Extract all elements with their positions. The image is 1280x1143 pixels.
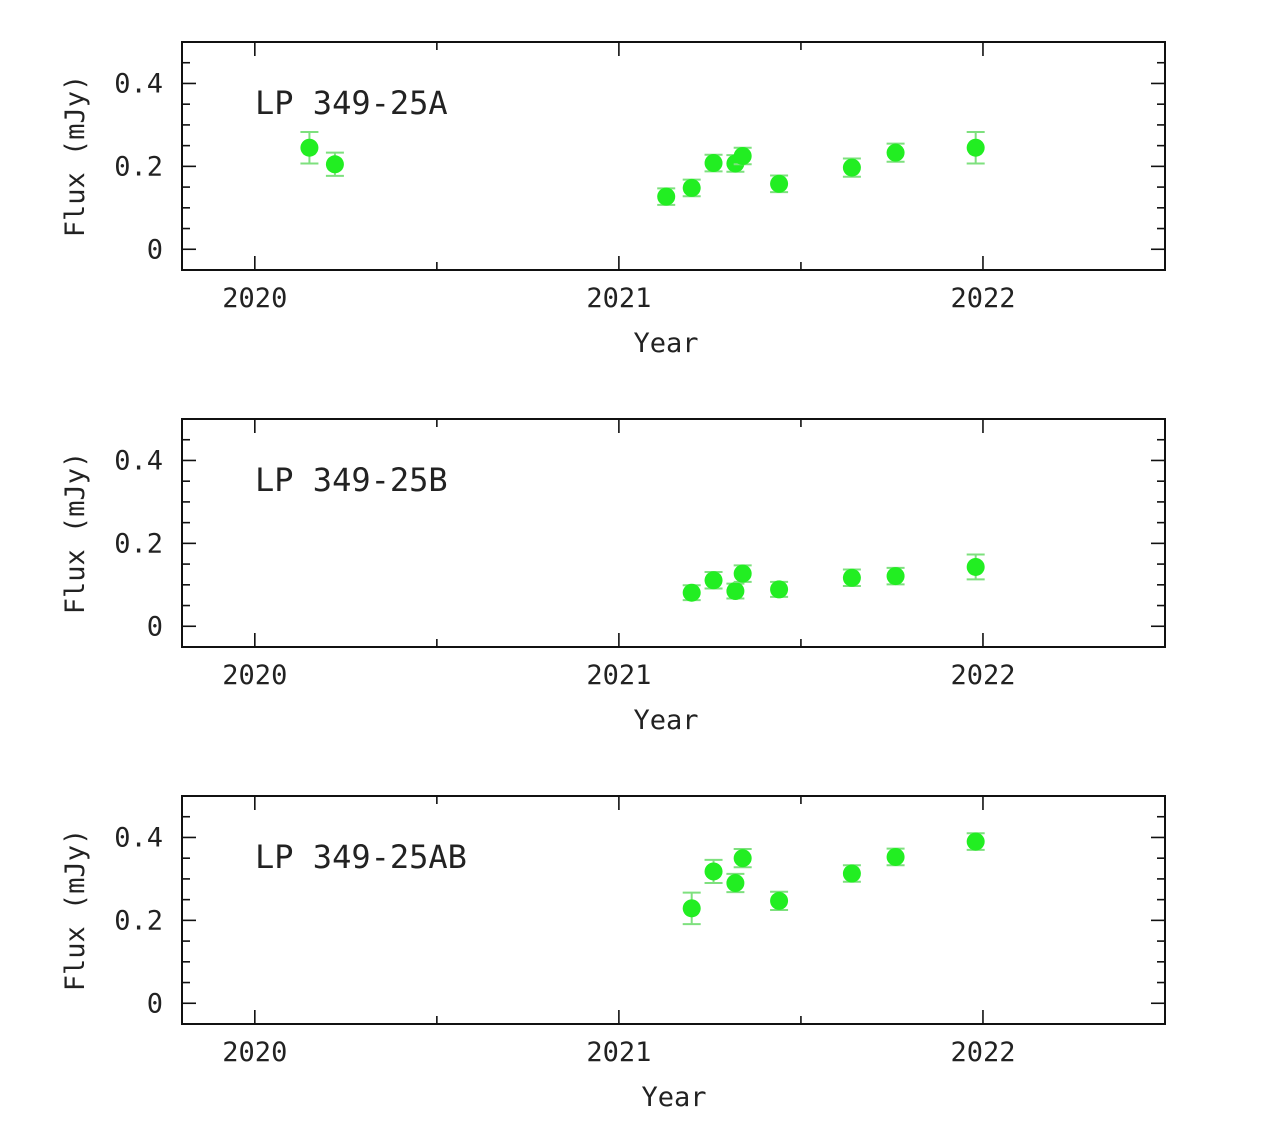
data-point	[770, 891, 789, 910]
panel-title: LP 349-25AB	[255, 838, 467, 876]
data-point-group	[733, 564, 752, 583]
x-tick-label: 2020	[222, 283, 287, 314]
data-point-group	[325, 151, 344, 177]
data-point	[300, 138, 319, 157]
y-axis-label: Flux (mJy)	[60, 75, 91, 238]
data-point	[842, 158, 861, 177]
y-tick-label: 0.4	[114, 68, 163, 99]
y-tick-label: 0.2	[114, 151, 163, 182]
data-point-group	[842, 864, 861, 883]
plot-frame	[181, 795, 1166, 1025]
y-axis-label: Flux (mJy)	[60, 829, 91, 992]
data-point-group	[682, 178, 701, 198]
data-point-group	[886, 566, 905, 586]
x-tick-label: 2021	[586, 283, 651, 314]
y-tick-label: 0.4	[114, 822, 163, 853]
x-tick-label: 2022	[950, 1037, 1015, 1068]
x-tick-label: 2021	[586, 660, 651, 691]
data-point	[682, 583, 701, 602]
data-point-group	[704, 153, 723, 173]
data-point-group	[726, 872, 745, 894]
panel-title: LP 349-25A	[255, 84, 448, 122]
x-tick-label: 2020	[222, 660, 287, 691]
data-point-group	[966, 553, 985, 581]
x-axis-label: Year	[633, 328, 698, 359]
plot-frame	[181, 41, 1166, 271]
data-point-group	[770, 890, 789, 911]
y-axis-label: Flux (mJy)	[60, 452, 91, 615]
data-point-group	[657, 187, 676, 206]
data-point	[704, 862, 723, 881]
data-point	[966, 557, 985, 576]
data-point	[966, 138, 985, 157]
data-point-group	[842, 157, 861, 178]
panel-1: 2020 2021 2022 0 0.2 0.4 Year Flux (mJy) LP 349-…	[60, 41, 1166, 359]
y-tick-label: 0	[147, 611, 163, 642]
data-point	[325, 155, 344, 174]
data-point-group	[770, 580, 789, 599]
data-point	[886, 847, 905, 866]
data-point	[886, 567, 905, 586]
panel-title: LP 349-25B	[255, 461, 448, 499]
data-point-group	[300, 130, 319, 165]
data-point	[704, 154, 723, 173]
y-tick-label: 0.2	[114, 905, 163, 936]
data-point-group	[733, 146, 752, 166]
data-point	[842, 568, 861, 587]
data-point	[682, 899, 701, 918]
x-axis-label: Year	[641, 1082, 706, 1113]
x-tick-label: 2022	[950, 660, 1015, 691]
data-point	[704, 571, 723, 590]
x-axis-label: Year	[633, 705, 698, 736]
data-point-group	[726, 582, 745, 601]
panel-3: 2020 2021 2022 0 0.2 0.4 Year Flux (mJy) LP 349-…	[60, 795, 1166, 1113]
data-point	[886, 143, 905, 162]
data-point	[682, 178, 701, 197]
data-point-group	[682, 891, 701, 926]
data-point-group	[704, 570, 723, 590]
data-point	[726, 582, 745, 601]
data-point	[966, 832, 985, 851]
data-point-group	[966, 832, 985, 851]
data-point-group	[770, 174, 789, 194]
data-point-group	[682, 583, 701, 602]
data-point-group	[704, 858, 723, 885]
y-tick-label: 0	[147, 988, 163, 1019]
plot-frame	[181, 418, 1166, 648]
data-point-group	[842, 568, 861, 588]
data-point-group	[966, 130, 985, 165]
x-tick-label: 2022	[950, 283, 1015, 314]
y-tick-label: 0	[147, 234, 163, 265]
data-point	[733, 564, 752, 583]
data-point	[733, 147, 752, 165]
y-tick-label: 0.2	[114, 528, 163, 559]
data-point	[657, 187, 676, 206]
data-point-group	[886, 142, 905, 163]
x-tick-label: 2020	[222, 1037, 287, 1068]
x-tick-label: 2021	[586, 1037, 651, 1068]
data-point	[726, 874, 745, 893]
y-tick-label: 0.4	[114, 445, 163, 476]
data-point	[733, 849, 752, 868]
data-point	[770, 580, 789, 599]
data-point	[842, 864, 861, 883]
data-point-group	[733, 848, 752, 869]
data-point	[770, 174, 789, 193]
data-point-group	[886, 847, 905, 867]
panel-2: 2020 2021 2022 0 0.2 0.4 Year Flux (mJy) LP 349-…	[60, 418, 1166, 736]
